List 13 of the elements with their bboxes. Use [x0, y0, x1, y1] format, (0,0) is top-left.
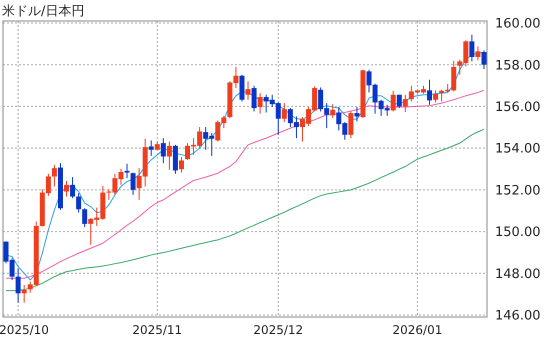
x-tick-label: 2025/12 [253, 323, 304, 337]
y-tick-label: 146.00 [495, 308, 540, 324]
chart-title: 米ドル/日本円 [2, 4, 84, 19]
y-tick-label: 152.00 [495, 183, 540, 198]
y-tick-label: 158.00 [495, 58, 540, 74]
y-tick-label: 150.00 [495, 225, 540, 240]
y-tick-label: 148.00 [495, 266, 540, 282]
y-tick-label: 160.00 [495, 16, 540, 32]
x-tick-label: 2026/01 [392, 323, 442, 337]
x-tick-label: 2025/10 [0, 323, 49, 337]
y-tick-label: 156.00 [495, 100, 540, 115]
x-tick-label: 2025/11 [132, 323, 182, 337]
y-tick-label: 154.00 [495, 142, 540, 157]
